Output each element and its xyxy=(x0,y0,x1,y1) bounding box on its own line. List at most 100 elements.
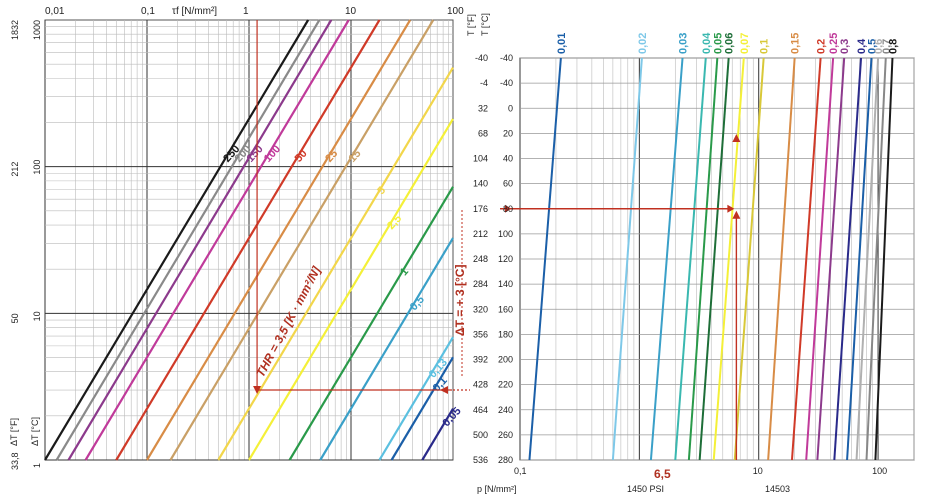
right-series-label: 0,15 xyxy=(790,33,802,54)
right-series-label: 0,01 xyxy=(556,33,568,54)
right-x-tick-label: 0,1 xyxy=(514,466,527,476)
right-series-line xyxy=(767,57,796,461)
right-y-ticks: -40 -4 32 68 104 140 176 212 248 284 320 356 392 428 4… xyxy=(473,53,513,465)
left-series-line xyxy=(248,118,454,461)
left-y-tick-label-c: 10 xyxy=(32,311,42,321)
left-series-line xyxy=(44,19,310,461)
right-series-label: 0,06 xyxy=(724,33,736,54)
right-series-line xyxy=(846,57,873,461)
left-guides xyxy=(253,20,470,395)
right-y-tick-label-c: 260 xyxy=(498,430,513,440)
right-guides xyxy=(500,134,741,460)
right-series-label: 0,02 xyxy=(637,33,649,54)
left-y-tick-label-c: 100 xyxy=(32,160,42,175)
psi-label-14503: 14503 xyxy=(765,484,790,494)
right-y-tick-label-f: 284 xyxy=(473,279,488,289)
right-series-line xyxy=(790,57,822,461)
right-series-label: 0,2 xyxy=(816,39,828,54)
left-series-line xyxy=(319,237,454,461)
right-series-line xyxy=(833,57,863,461)
right-y-tick-label-f: -40 xyxy=(475,53,488,63)
right-y-tick-label-f: 320 xyxy=(473,304,488,314)
right-series-label: 0,4 xyxy=(856,38,868,54)
right-series-label: 0,7 xyxy=(881,39,893,54)
right-y-tick-label-f: 500 xyxy=(473,430,488,440)
right-y-tick-label-c: 200 xyxy=(498,355,513,365)
right-y-tick-label-f: 32 xyxy=(478,103,488,113)
right-y-tick-label-c: -40 xyxy=(500,53,513,63)
right-y-tick-label-c: 180 xyxy=(498,329,513,339)
right-y-tick-label-c: 220 xyxy=(498,380,513,390)
right-x-tick-label: 100 xyxy=(872,466,887,476)
right-y-tick-label-f: 68 xyxy=(478,128,488,138)
right-y-tick-label-c: 160 xyxy=(498,304,513,314)
left-y-tick-label-c: 1000 xyxy=(32,20,42,40)
right-series-line xyxy=(874,57,894,461)
left-x-tick-label: 0,01 xyxy=(45,6,65,17)
right-series-line xyxy=(611,57,643,461)
right-y-tick-label-f: 536 xyxy=(473,455,488,465)
delta-t-label: ΔT = + 3 [°C] xyxy=(453,265,467,336)
right-series-line xyxy=(865,57,887,461)
right-chart: 0,01 0,02 0,03 0,04 0,05 0,06 0,07 0,1 0,15 0,2 0,… xyxy=(466,13,915,494)
right-series-line xyxy=(649,57,684,461)
right-series-line xyxy=(733,57,765,461)
highlight-p-label: 6,5 xyxy=(654,467,671,481)
right-y-tick-label-c: 120 xyxy=(498,254,513,264)
left-x-tick-label: 10 xyxy=(345,6,357,17)
right-y-tick-label-f: 248 xyxy=(473,254,488,264)
left-y-ticks: 1 10 100 1000 33,8 50 212 1832 xyxy=(10,20,42,470)
right-y-tick-label-c: -40 xyxy=(500,78,513,88)
right-series-label: 0,03 xyxy=(678,33,690,54)
right-series-line xyxy=(712,57,745,461)
left-series xyxy=(44,19,454,461)
left-y-tick-label-f: 1832 xyxy=(10,20,20,40)
right-y-tick-label-c: 20 xyxy=(503,128,513,138)
left-x-axis-label: τf [N/mm²] xyxy=(172,6,217,17)
left-series-line xyxy=(169,19,435,461)
left-series-line xyxy=(390,356,454,461)
right-y-tick-label-f: 176 xyxy=(473,204,488,214)
right-x-ticks: 0,1 10 100 xyxy=(514,466,887,476)
left-x-ticks: 0,01 0,1 1 10 100 xyxy=(45,6,464,17)
right-y-tick-label-f: 212 xyxy=(473,229,488,239)
guide-arrow-icon xyxy=(253,386,262,395)
right-series-label: 0,04 xyxy=(701,32,713,54)
left-y-axis-label-c: ΔT [°C] xyxy=(30,417,40,446)
right-y-tick-label-c: 280 xyxy=(498,455,513,465)
right-y-tick-label-c: 60 xyxy=(503,179,513,189)
left-y-axis-label-f: ΔT [°F] xyxy=(9,418,19,446)
right-series-line xyxy=(816,57,846,461)
right-guide-arrow-icon xyxy=(727,204,735,213)
right-series-label: 0,6 xyxy=(873,39,885,54)
left-x-tick-label: 100 xyxy=(447,6,464,17)
right-y-axis-label-f: T [°F] xyxy=(466,14,476,36)
right-series xyxy=(528,57,894,461)
right-y-tick-label-f: 428 xyxy=(473,380,488,390)
left-series-line xyxy=(421,408,454,461)
right-series-label: 0,05 xyxy=(712,33,724,54)
right-series-line xyxy=(687,57,719,461)
left-x-tick-label: 0,1 xyxy=(141,6,155,17)
right-series-labels: 0,01 0,02 0,03 0,04 0,05 0,06 0,07 0,1 0,15 0,2 0,… xyxy=(556,32,900,54)
right-y-axis-label-c: T [°C] xyxy=(480,13,490,36)
right-guide-left-arrow-icon xyxy=(505,204,511,213)
right-y-tick-label-c: 240 xyxy=(498,405,513,415)
left-series-line xyxy=(146,19,412,461)
right-y-tick-label-f: 464 xyxy=(473,405,488,415)
left-series-line xyxy=(378,336,454,461)
right-series-line xyxy=(674,57,707,461)
right-y-tick-label-f: 392 xyxy=(473,355,488,365)
left-x-tick-label: 1 xyxy=(243,6,249,17)
right-y-tick-label-f: -4 xyxy=(480,78,488,88)
right-x-tick-label: 10 xyxy=(753,466,763,476)
right-y-tick-label-c: 140 xyxy=(498,279,513,289)
right-series-label: 0,8 xyxy=(887,39,899,54)
right-series-line xyxy=(698,57,730,461)
right-series-label: 0,25 xyxy=(828,33,840,54)
right-series-label: 0,3 xyxy=(839,39,851,54)
left-y-tick-label-f: 33,8 xyxy=(10,452,20,470)
right-y-tick-label-c: 0 xyxy=(508,103,513,113)
